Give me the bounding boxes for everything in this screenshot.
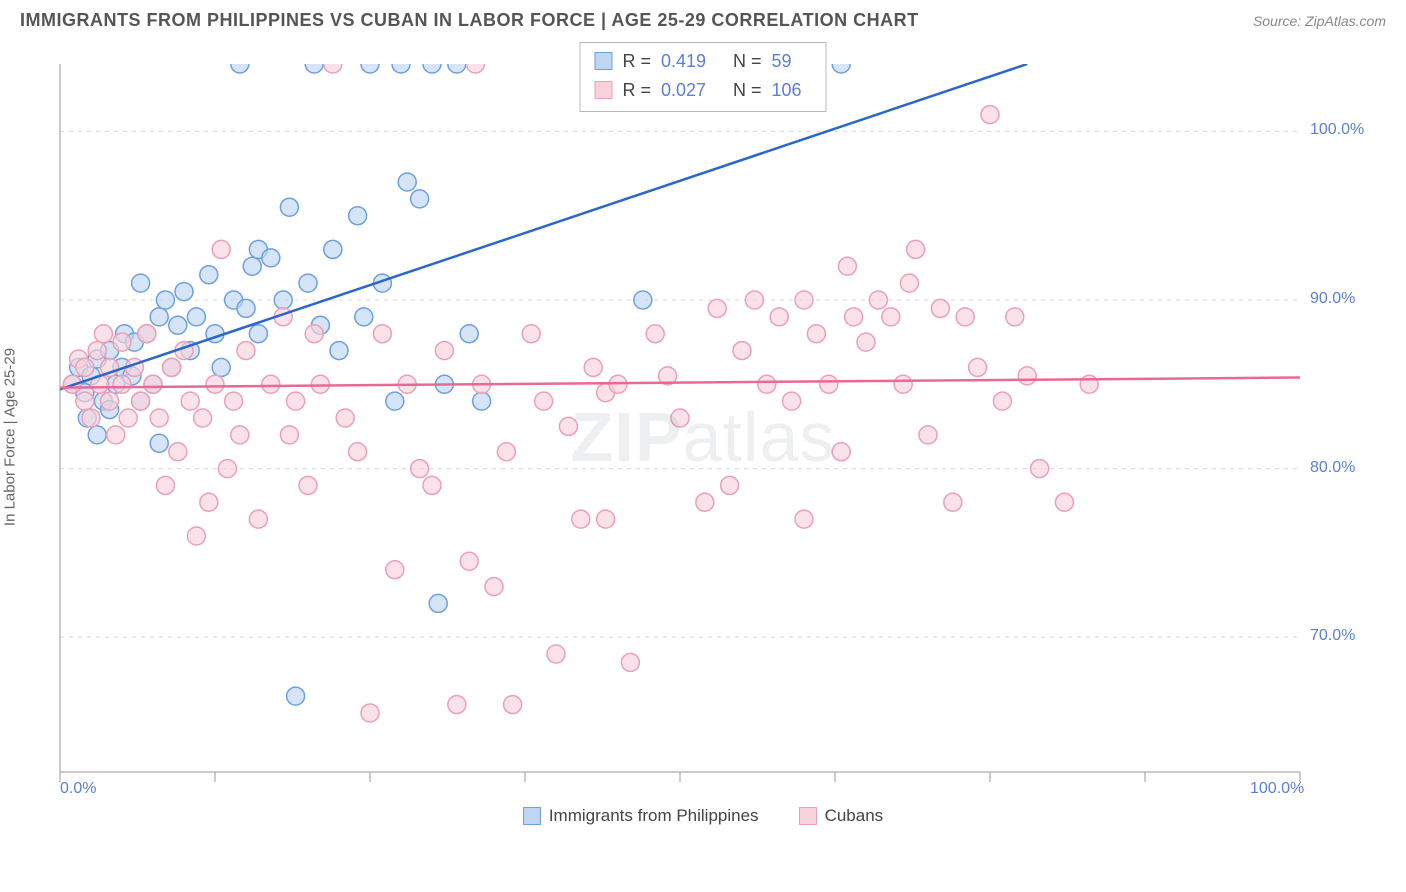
scatter-chart-svg xyxy=(20,42,1386,832)
n-value: 106 xyxy=(772,76,812,105)
correlation-stat-box: R = 0.419 N = 59 R = 0.027 N = 106 xyxy=(579,42,826,112)
legend: Immigrants from Philippines Cubans xyxy=(20,806,1386,826)
r-value: 0.027 xyxy=(661,76,723,105)
stat-row: R = 0.419 N = 59 xyxy=(594,47,811,76)
legend-swatch xyxy=(799,807,817,825)
x-tick-label: 0.0% xyxy=(60,780,96,798)
y-axis-label: In Labor Force | Age 25-29 xyxy=(2,348,19,526)
n-label: N = xyxy=(733,76,762,105)
stat-row: R = 0.027 N = 106 xyxy=(594,76,811,105)
chart-header: IMMIGRANTS FROM PHILIPPINES VS CUBAN IN … xyxy=(0,0,1406,39)
chart-source: Source: ZipAtlas.com xyxy=(1253,13,1386,29)
y-tick-label: 80.0% xyxy=(1310,459,1355,477)
legend-item: Cubans xyxy=(799,806,884,826)
legend-item: Immigrants from Philippines xyxy=(523,806,759,826)
stat-swatch xyxy=(594,81,612,99)
r-label: R = xyxy=(622,76,651,105)
r-label: R = xyxy=(622,47,651,76)
n-label: N = xyxy=(733,47,762,76)
y-tick-label: 90.0% xyxy=(1310,290,1355,308)
legend-label: Cubans xyxy=(825,806,884,826)
chart-area: In Labor Force | Age 25-29 ZIPatlas R =0… xyxy=(20,42,1386,832)
stat-swatch xyxy=(594,52,612,70)
y-tick-label: 100.0% xyxy=(1310,121,1364,139)
legend-label: Immigrants from Philippines xyxy=(549,806,759,826)
n-value: 59 xyxy=(772,47,812,76)
y-tick-label: 70.0% xyxy=(1310,627,1355,645)
r-value: 0.419 xyxy=(661,47,723,76)
chart-title: IMMIGRANTS FROM PHILIPPINES VS CUBAN IN … xyxy=(20,10,919,31)
x-tick-label: 100.0% xyxy=(1250,780,1304,798)
legend-swatch xyxy=(523,807,541,825)
